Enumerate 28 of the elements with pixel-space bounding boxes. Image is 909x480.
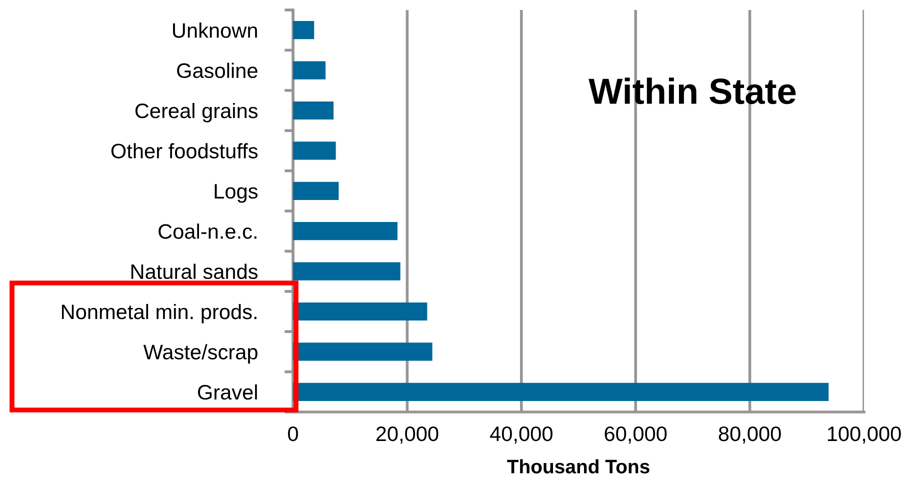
bar <box>293 21 314 40</box>
x-tick-label: 0 <box>288 426 298 442</box>
bar <box>293 382 829 401</box>
bar <box>293 302 428 321</box>
bar <box>293 222 398 240</box>
y-tick-label: Gravel <box>198 384 257 400</box>
y-tick-label: Natural sands <box>131 264 258 280</box>
y-tick-label: Waste/scrap <box>143 344 258 364</box>
x-tick-label: 40,000 <box>490 426 552 444</box>
y-tick-label: Logs <box>214 184 258 203</box>
x-tick-label: 100,000 <box>828 426 901 444</box>
bar <box>293 142 336 160</box>
x-tick-label: 20,000 <box>376 426 438 444</box>
x-axis-title: Thousand Tons <box>507 459 650 474</box>
y-tick-label: Cereal grains <box>135 102 258 122</box>
y-tick-label: Gasoline <box>177 62 258 78</box>
y-tick-label: Nonmetal min. prods. <box>62 304 256 324</box>
annotation: Within State <box>588 78 796 104</box>
y-tick-label: Other foodstuffs <box>111 143 258 158</box>
bar <box>293 262 400 280</box>
x-tick-label: 80,000 <box>718 426 781 444</box>
bar <box>293 61 326 80</box>
bar <box>293 101 334 120</box>
bar <box>293 182 339 200</box>
x-tick-label: 60,000 <box>604 426 667 444</box>
y-tick-label: Coal-n.e.c. <box>158 224 256 239</box>
y-tick-label: Unknown <box>173 22 257 38</box>
bar <box>293 342 432 361</box>
